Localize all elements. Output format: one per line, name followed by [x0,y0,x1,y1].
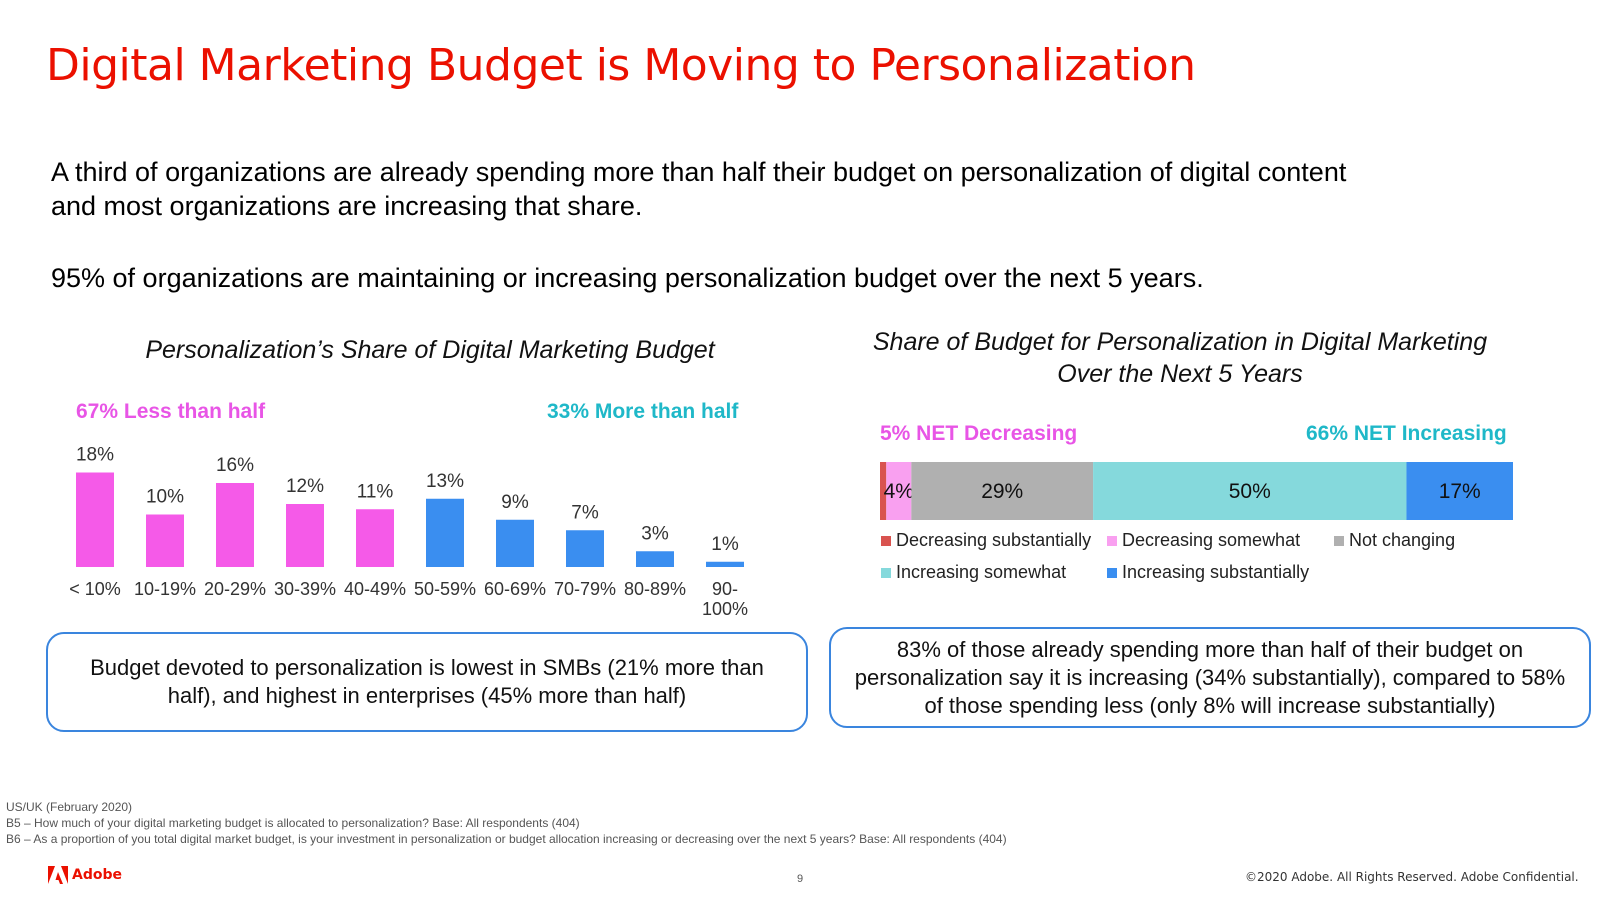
segment-decreasing-substantially [880,462,887,520]
legend-increasing-substantially: Increasing substantially [1107,562,1309,583]
budget-share-bar-chart: 18% < 10% 10% 10-19% 16% 20-29% 12% 30-39% 11% 40… [69,445,748,620]
bar-value-label: 10% [146,487,184,508]
category-label: 80-89% [624,579,686,599]
bar-60-69% [496,519,534,567]
legend-label: Not changing [1349,530,1456,550]
left-chart-group-more-than-half: 33% More than half [547,400,739,423]
bar-50-59% [426,498,464,567]
segment-value-label: 4% [884,480,914,503]
legend-swatch [1107,535,1117,546]
legend-label: Increasing substantially [1122,562,1310,582]
category-label: 60-69% [484,579,546,599]
left-chart-group-less-than-half: 67% Less than half [76,400,266,423]
bar-30-39% [286,504,324,567]
bullet-line-1: A third of organizations are already spe… [51,157,1347,187]
legend-label: Decreasing somewhat [1122,530,1301,550]
bar-value-label: 9% [501,492,529,513]
right-chart-net-increasing: 66% NET Increasing [1306,422,1507,445]
category-label: 10-19% [134,579,196,599]
adobe-icon [48,866,68,884]
bar-70-79% [566,530,604,567]
category-label: 50-59% [414,579,476,599]
category-label: 30-39% [274,579,336,599]
bar-40-49% [356,509,394,567]
page-number: 9 [797,873,804,885]
legend-swatch [881,535,891,546]
segment-value-label: 50% [1229,480,1271,503]
category-label: < 10% [69,579,121,599]
bar-value-label: 3% [641,523,669,544]
category-label: 100% [702,599,748,619]
right-chart-title-line-1: Share of Budget for Personalization in D… [872,328,1488,356]
right-chart-net-decreasing: 5% NET Decreasing [880,422,1078,445]
page-title: Digital Marketing Budget is Moving to Pe… [46,40,1196,91]
segment-value-label: 17% [1439,480,1481,503]
bar-value-label: 16% [216,455,254,476]
bar-value-label: 1% [711,534,739,555]
segment-increasing-somewhat [1093,462,1407,520]
bar-80-89% [636,551,674,567]
left-chart-title: Personalization’s Share of Digital Marke… [145,336,715,364]
legend-increasing-somewhat: Increasing somewhat [881,562,1066,583]
bar-value-label: 13% [426,471,464,492]
footnote-b5: B5 – How much of your digital marketing … [6,816,580,830]
copyright: ©2020 Adobe. All Rights Reserved. Adobe … [1245,870,1579,884]
budget-trend-stacked-bar: 4% 29% 50% 17% [880,462,1513,520]
segment-value-label: 29% [981,480,1023,503]
footnote-b6: B6 – As a proportion of you total digita… [6,832,1007,846]
bar-value-label: 7% [571,502,599,523]
callout-smb-vs-enterprise: Budget devoted to personalization is low… [46,632,808,732]
callout-spending-trend: 83% of those already spending more than … [829,627,1591,728]
legend-swatch [1334,535,1344,546]
category-label: 90- [712,579,738,599]
legend-swatch [1107,567,1117,578]
category-label: 40-49% [344,579,406,599]
legend-label: Decreasing substantially [896,530,1092,550]
bar-value-label: 18% [76,445,114,466]
legend-label: Increasing somewhat [896,562,1067,582]
legend-not-changing: Not changing [1334,530,1455,551]
bullet-line-2: 95% of organizations are maintaining or … [51,263,1204,293]
bar-10-19% [146,514,184,567]
adobe-logo: Adobe [48,866,122,884]
bar-value-label: 12% [286,476,324,497]
bar-< 10% [76,472,114,567]
callout-left-text: Budget devoted to personalization is low… [90,655,764,708]
segment-decreasing-somewhat [886,462,912,520]
category-label: 20-29% [204,579,266,599]
legend-decreasing-substantially: Decreasing substantially [881,530,1091,551]
adobe-logo-text: Adobe [72,867,122,883]
category-label: 70-79% [554,579,616,599]
legend-swatch [881,567,891,578]
footnote-source: US/UK (February 2020) [6,800,133,814]
bar-20-29% [216,483,254,567]
bar-90-100% [706,561,744,567]
bar-value-label: 11% [357,481,394,502]
segment-not-changing [911,462,1094,520]
callout-right-text: 83% of those already spending more than … [854,636,1566,718]
bullet-line-1-continued: and most organizations are increasing th… [51,191,643,221]
right-chart-title-line-2: Over the Next 5 Years [1057,360,1303,388]
legend-decreasing-somewhat: Decreasing somewhat [1107,530,1300,551]
segment-increasing-substantially [1406,462,1513,520]
